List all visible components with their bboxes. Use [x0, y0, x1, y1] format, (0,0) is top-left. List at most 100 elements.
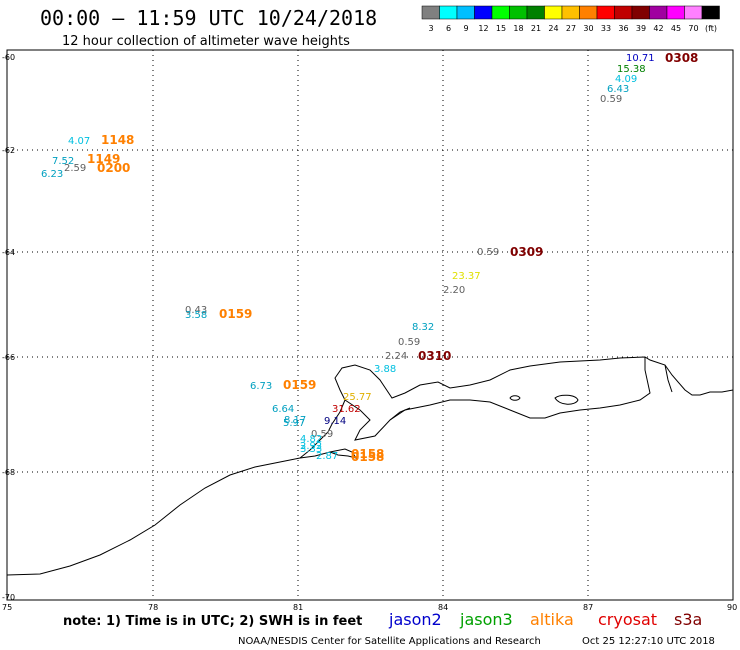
- scale-swatch: [421, 5, 440, 20]
- y-tick-60: -60: [2, 53, 15, 62]
- scale-swatch: [439, 5, 458, 20]
- scale-label: 9: [463, 24, 468, 33]
- scale-label: 24: [548, 24, 558, 33]
- wave-height-value: 3.33: [300, 444, 322, 455]
- wave-height-value: 0.43: [185, 305, 207, 316]
- y-tick-70: -70: [2, 593, 15, 602]
- wave-height-value: 3.58: [185, 310, 207, 321]
- wave-height-value: 7.52: [52, 156, 74, 167]
- scale-swatch: [684, 5, 703, 20]
- scale-label: 15: [496, 24, 506, 33]
- color-scale-legend: 3 6 9 12 15 18 21 24 27 30 33 36 39 42 45 70 (ft): [421, 5, 720, 33]
- wave-height-value: 2.20: [443, 285, 465, 296]
- wave-height-value: 0.59: [311, 429, 333, 440]
- x-tick-84: 84: [438, 603, 448, 612]
- coastline: [6, 356, 734, 576]
- scale-label: 3: [428, 24, 433, 33]
- wave-height-value: 6.64: [272, 404, 294, 415]
- scale-swatch: [509, 5, 528, 20]
- satellite-s3a: s3a: [674, 610, 702, 629]
- grid-lines: [7, 50, 733, 600]
- wave-height-value: 15.38: [617, 64, 646, 75]
- wave-height-value: 3.88: [374, 364, 396, 375]
- footer-note: note: 1) Time is in UTC; 2) SWH is in fe…: [63, 614, 362, 629]
- pass-time-label: 0159: [219, 307, 252, 321]
- scale-label: 30: [583, 24, 593, 33]
- scale-swatch: [526, 5, 545, 20]
- map-title: 00:00 – 11:59 UTC 10/24/2018: [40, 6, 377, 30]
- satellite-jason2: jason2: [388, 610, 442, 629]
- pass-time-label: 1149: [87, 152, 120, 166]
- wave-height-value: 10.71: [626, 53, 655, 64]
- scale-label: 21: [531, 24, 541, 33]
- scale-swatch: [666, 5, 685, 20]
- generated-timestamp: Oct 25 12:27:10 UTC 2018: [582, 636, 715, 647]
- satellite-legend: jason2 jason3 altika cryosat s3a: [388, 610, 702, 629]
- wave-height-value: 25.77: [343, 392, 372, 403]
- credit-line: NOAA/NESDIS Center for Satellite Applica…: [238, 636, 541, 647]
- scale-label: 18: [513, 24, 523, 33]
- scale-swatch: [614, 5, 633, 20]
- y-tick-66: -66: [2, 353, 15, 362]
- wave-height-value: 5.97: [283, 418, 305, 429]
- y-tick-68: -68: [2, 468, 15, 477]
- scale-label: 33: [601, 24, 611, 33]
- pass-time-label: 1148: [101, 133, 134, 147]
- pass-time-label: 0310: [418, 349, 451, 363]
- y-tick-62: -62: [2, 146, 15, 155]
- scale-label: 12: [478, 24, 488, 33]
- wave-height-value: 9.14: [324, 416, 346, 427]
- map-subtitle: 12 hour collection of altimeter wave hei…: [62, 34, 350, 49]
- pass-time-label: 0159: [283, 378, 316, 392]
- wave-height-value: 6.73: [250, 381, 272, 392]
- wave-height-value: 6.23: [41, 169, 63, 180]
- pass-time-label: 0158: [351, 450, 384, 464]
- scale-label: 27: [566, 24, 576, 33]
- x-tick-87: 87: [583, 603, 593, 612]
- scale-swatch: [579, 5, 598, 20]
- satellite-altika: altika: [530, 610, 574, 629]
- scale-label: 6: [446, 24, 451, 33]
- x-tick-78: 78: [148, 603, 158, 612]
- pass-time-label: 0309: [510, 245, 543, 259]
- pass-time-label: 0308: [665, 51, 698, 65]
- x-tick-81: 81: [293, 603, 303, 612]
- y-tick-64: -64: [2, 248, 15, 257]
- scale-swatch: [596, 5, 615, 20]
- scale-swatch: [701, 5, 720, 20]
- wave-height-value: 2.92: [300, 441, 322, 452]
- scale-label: 36: [618, 24, 628, 33]
- scale-swatch: [456, 5, 475, 20]
- x-tick-90: 90: [727, 603, 737, 612]
- scale-swatch: [544, 5, 563, 20]
- scale-swatch: [631, 5, 650, 20]
- pass-time-label: 0158: [351, 447, 384, 461]
- satellite-cryosat: cryosat: [598, 610, 657, 629]
- wave-height-value: 0.59: [477, 247, 499, 258]
- scale-swatch: [491, 5, 510, 20]
- x-tick-75: 75: [2, 603, 12, 612]
- pass-time-label: 0200: [97, 161, 130, 175]
- wave-height-value: 0.59: [398, 337, 420, 348]
- wave-height-value: 2.87: [316, 451, 338, 462]
- scale-swatch: [561, 5, 580, 20]
- plot-frame: [6, 49, 734, 601]
- wave-height-value: 4.09: [615, 74, 637, 85]
- wave-height-value: 4.82: [300, 434, 322, 445]
- scale-swatch: [649, 5, 668, 20]
- scale-label: 42: [653, 24, 663, 33]
- scale-label: 70: [688, 24, 698, 33]
- scale-label: 45: [671, 24, 681, 33]
- wave-height-value: 0.59: [600, 94, 622, 105]
- wave-height-value: 4.07: [68, 136, 90, 147]
- wave-height-value: 31.62: [332, 404, 361, 415]
- scale-label: (ft): [705, 24, 717, 33]
- wave-height-value: 6.43: [607, 84, 629, 95]
- wave-height-value: 8.32: [412, 322, 434, 333]
- wave-height-value: 8.17: [284, 415, 306, 426]
- scale-label: 39: [636, 24, 646, 33]
- wave-height-value: 2.59: [64, 163, 86, 174]
- wave-height-value: 2.24: [385, 351, 407, 362]
